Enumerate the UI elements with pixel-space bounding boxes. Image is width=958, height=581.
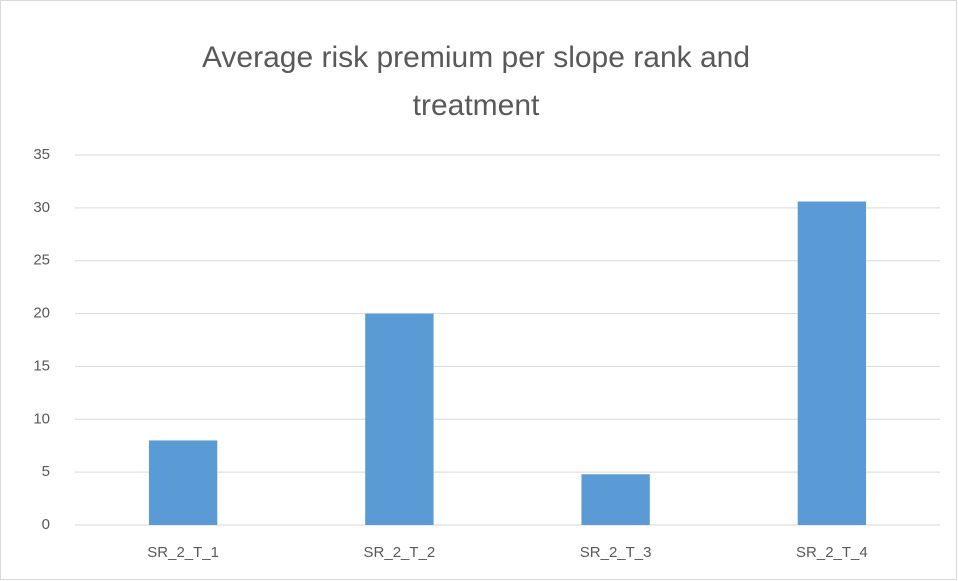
x-tick-label: SR_2_T_4 [796,544,868,561]
y-tick-label: 15 [33,357,50,374]
bar [581,474,650,525]
y-tick-label: 5 [42,463,50,480]
chart-title: Average risk premium per slope rank and … [201,41,751,122]
y-tick-label: 20 [33,305,50,322]
bar [797,201,867,525]
bar [365,313,434,525]
x-tick-label: SR_2_T_3 [580,544,652,561]
y-tick-label: 10 [33,410,50,427]
y-tick-label: 30 [33,199,50,216]
x-tick-label: SR_2_T_2 [364,544,436,561]
bar [148,440,218,525]
y-tick-label: 25 [33,252,50,269]
x-tick-label: SR_2_T_1 [147,544,219,561]
y-tick-label: 0 [42,516,50,533]
y-tick-label: 35 [33,146,50,163]
